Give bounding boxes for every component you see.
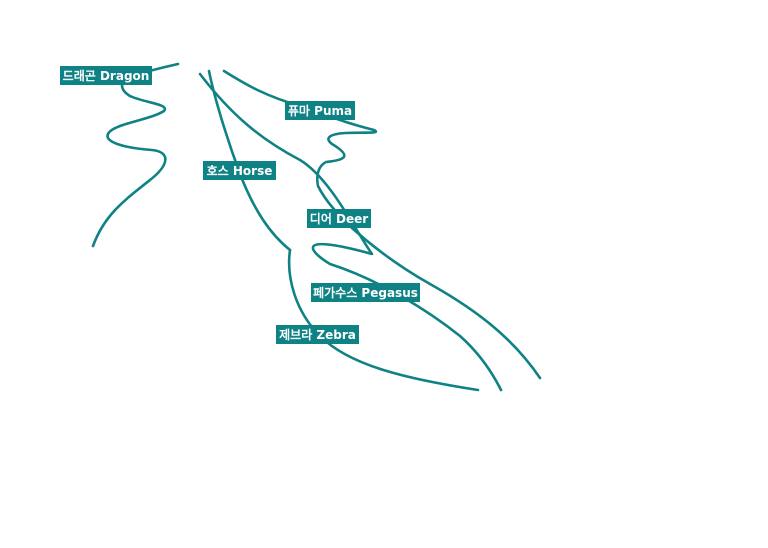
route-label-puma[interactable]: 퓨마 Puma — [285, 101, 355, 120]
route-label-horse[interactable]: 호스 Horse — [203, 161, 276, 180]
route-label-zebra-text: 제브라 Zebra — [279, 327, 356, 342]
route-dragon-path[interactable] — [91, 62, 180, 248]
route-label-deer[interactable]: 디어 Deer — [307, 209, 371, 228]
route-deer-path[interactable] — [350, 226, 542, 380]
route-label-horse-text: 호스 Horse — [207, 164, 273, 178]
route-label-pegasus-text: 페가수스 Pegasus — [313, 285, 418, 300]
route-zebra-path[interactable] — [287, 248, 480, 392]
route-label-deer-text: 디어 Deer — [310, 211, 368, 226]
route-puma-path[interactable] — [222, 69, 378, 230]
route-label-dragon-text: 드래곤 Dragon — [63, 68, 150, 83]
route-pegasus-path[interactable] — [198, 72, 503, 392]
route-label-zebra[interactable]: 제브라 Zebra — [276, 325, 359, 344]
route-label-pegasus[interactable]: 페가수스 Pegasus — [311, 283, 420, 302]
route-label-dragon[interactable]: 드래곤 Dragon — [60, 66, 152, 85]
route-label-puma-text: 퓨마 Puma — [288, 103, 352, 118]
